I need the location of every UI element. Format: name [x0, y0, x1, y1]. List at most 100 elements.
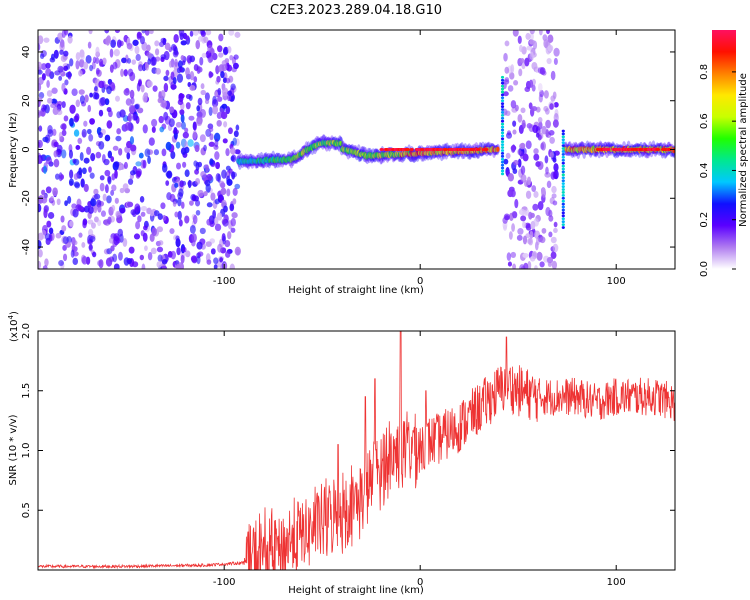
snr-y-tick-label: 1.0 — [21, 443, 32, 459]
spectrogram-cell — [111, 184, 117, 192]
spectrogram-cell — [55, 232, 62, 239]
spectrogram-cell — [177, 210, 182, 220]
spectrogram-cell — [500, 125, 505, 129]
spectrogram-cell — [211, 99, 219, 108]
spectrogram-cell — [507, 173, 515, 182]
spectrogram-cell — [119, 207, 126, 214]
spectrogram-cell — [158, 240, 164, 246]
spectrogram-cell — [379, 148, 384, 151]
spectrogram-cell — [116, 39, 122, 48]
spectrogram-cell — [190, 255, 198, 263]
spectrogram-cell — [38, 125, 43, 132]
spectrogram-cell — [217, 45, 223, 53]
spectrogram-cell — [108, 237, 115, 244]
spectrogram-cell — [105, 36, 111, 46]
spectrogram-cell — [118, 251, 123, 261]
spectrogram-cell — [551, 260, 558, 269]
spectrogram-cell — [551, 193, 557, 199]
spectrogram-cell — [187, 82, 192, 88]
spectrogram-cell — [104, 169, 111, 177]
spectrogram-cell — [119, 109, 126, 118]
spectrogram-cell — [196, 118, 203, 127]
spectrogram-cell — [197, 251, 204, 257]
spectrogram-cell — [500, 108, 505, 111]
spectrogram-cell — [100, 97, 107, 106]
spectrogram-cell — [193, 121, 197, 131]
spectrogram-cell — [93, 193, 101, 200]
spectrogram-cell — [90, 198, 97, 207]
spectrogram-cell — [553, 57, 558, 66]
spectrogram-cell — [522, 253, 529, 259]
spectrogram-cell — [169, 193, 176, 202]
spectrogram-cell — [44, 233, 51, 241]
spectrogram-cell — [98, 109, 104, 117]
snr-x-tick-label: 100 — [607, 577, 626, 588]
spectrogram-cell — [208, 56, 214, 63]
spectrogram-cell — [95, 151, 102, 159]
spectrogram-cell — [511, 223, 515, 232]
spectrogram-cell — [512, 129, 517, 135]
spectrogram-cell — [53, 150, 58, 158]
spectrogram-x-tick-label: -100 — [213, 276, 236, 287]
spectrogram-cell — [539, 67, 546, 75]
spectrogram-cell — [38, 35, 44, 45]
spectrogram-cell — [135, 53, 141, 62]
spectrogram-cell — [225, 251, 231, 258]
spectrogram-cell — [71, 203, 77, 209]
spectrogram-cell — [500, 172, 505, 176]
spectrogram-cell — [177, 60, 183, 69]
spectrogram-cell — [232, 187, 238, 196]
spectrogram-cell — [536, 236, 540, 246]
spectrogram-cell — [229, 147, 236, 155]
spectrogram-cell — [136, 82, 141, 92]
spectrogram-cell — [496, 146, 500, 152]
spectrogram-cell — [187, 179, 192, 189]
spectrogram-cell — [216, 119, 222, 127]
spectrogram-cell — [548, 231, 553, 238]
spectrogram-cell — [561, 179, 565, 183]
spectrogram-cell — [50, 195, 54, 202]
spectrogram-cell — [500, 169, 505, 173]
spectrogram-cell — [230, 217, 236, 227]
spectrogram-cell — [102, 193, 107, 202]
spectrogram-cell — [222, 235, 226, 245]
spectrogram-y-tick-label: -40 — [21, 239, 32, 255]
spectrogram-cell — [127, 112, 132, 123]
spectrogram-cell — [520, 57, 525, 64]
spectrogram-cell — [93, 204, 98, 214]
spectrogram-cell — [173, 127, 178, 135]
spectrogram-cell — [199, 56, 204, 66]
spectrogram-cell — [514, 198, 519, 209]
spectrogram-cell — [73, 158, 80, 166]
spectrogram-cell — [38, 239, 42, 250]
spectrogram-cell — [111, 204, 116, 212]
spectrogram-cell — [552, 91, 557, 100]
spectrogram-cell — [153, 210, 160, 217]
spectrogram-cell — [81, 255, 88, 265]
spectrogram-cell — [529, 230, 534, 239]
spectrogram-cell — [179, 32, 184, 41]
spectrogram-cell — [66, 63, 71, 70]
spectrogram-cell — [78, 89, 85, 95]
spectrogram-cell — [80, 52, 85, 61]
spectrogram-cell — [175, 263, 182, 269]
spectrogram-cell — [180, 201, 185, 209]
spectrogram-cell — [180, 54, 185, 61]
spectrogram-cell — [561, 161, 565, 165]
spectrogram-cell — [500, 163, 505, 167]
spectrogram-cell — [78, 232, 83, 238]
spectrogram-cell — [80, 178, 85, 188]
spectrogram-cell — [161, 259, 168, 265]
spectrogram-cell — [113, 263, 120, 269]
spectrogram-cell — [109, 48, 114, 58]
spectrogram-cell — [110, 39, 116, 48]
spectrogram-cell — [510, 64, 515, 74]
spectrogram-cell — [541, 125, 547, 135]
spectrogram-cell — [531, 84, 536, 92]
spectrogram-cell — [230, 227, 236, 233]
spectrogram-x-tick-label: 100 — [607, 276, 626, 287]
spectrogram-cell — [75, 99, 81, 108]
spectrogram-cell — [561, 173, 565, 177]
spectrogram-cell — [174, 58, 178, 68]
spectrogram-cell — [184, 169, 190, 178]
